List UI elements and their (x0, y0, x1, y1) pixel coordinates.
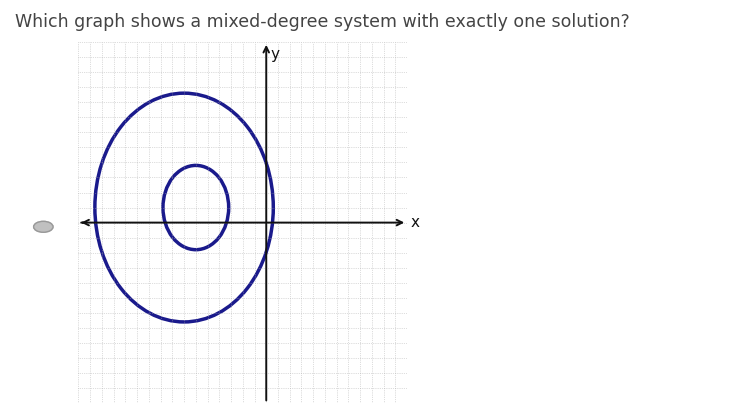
Text: y: y (271, 47, 280, 61)
Text: Which graph shows a mixed-degree system with exactly one solution?: Which graph shows a mixed-degree system … (15, 13, 630, 31)
Text: x: x (411, 215, 420, 230)
Circle shape (34, 221, 53, 232)
